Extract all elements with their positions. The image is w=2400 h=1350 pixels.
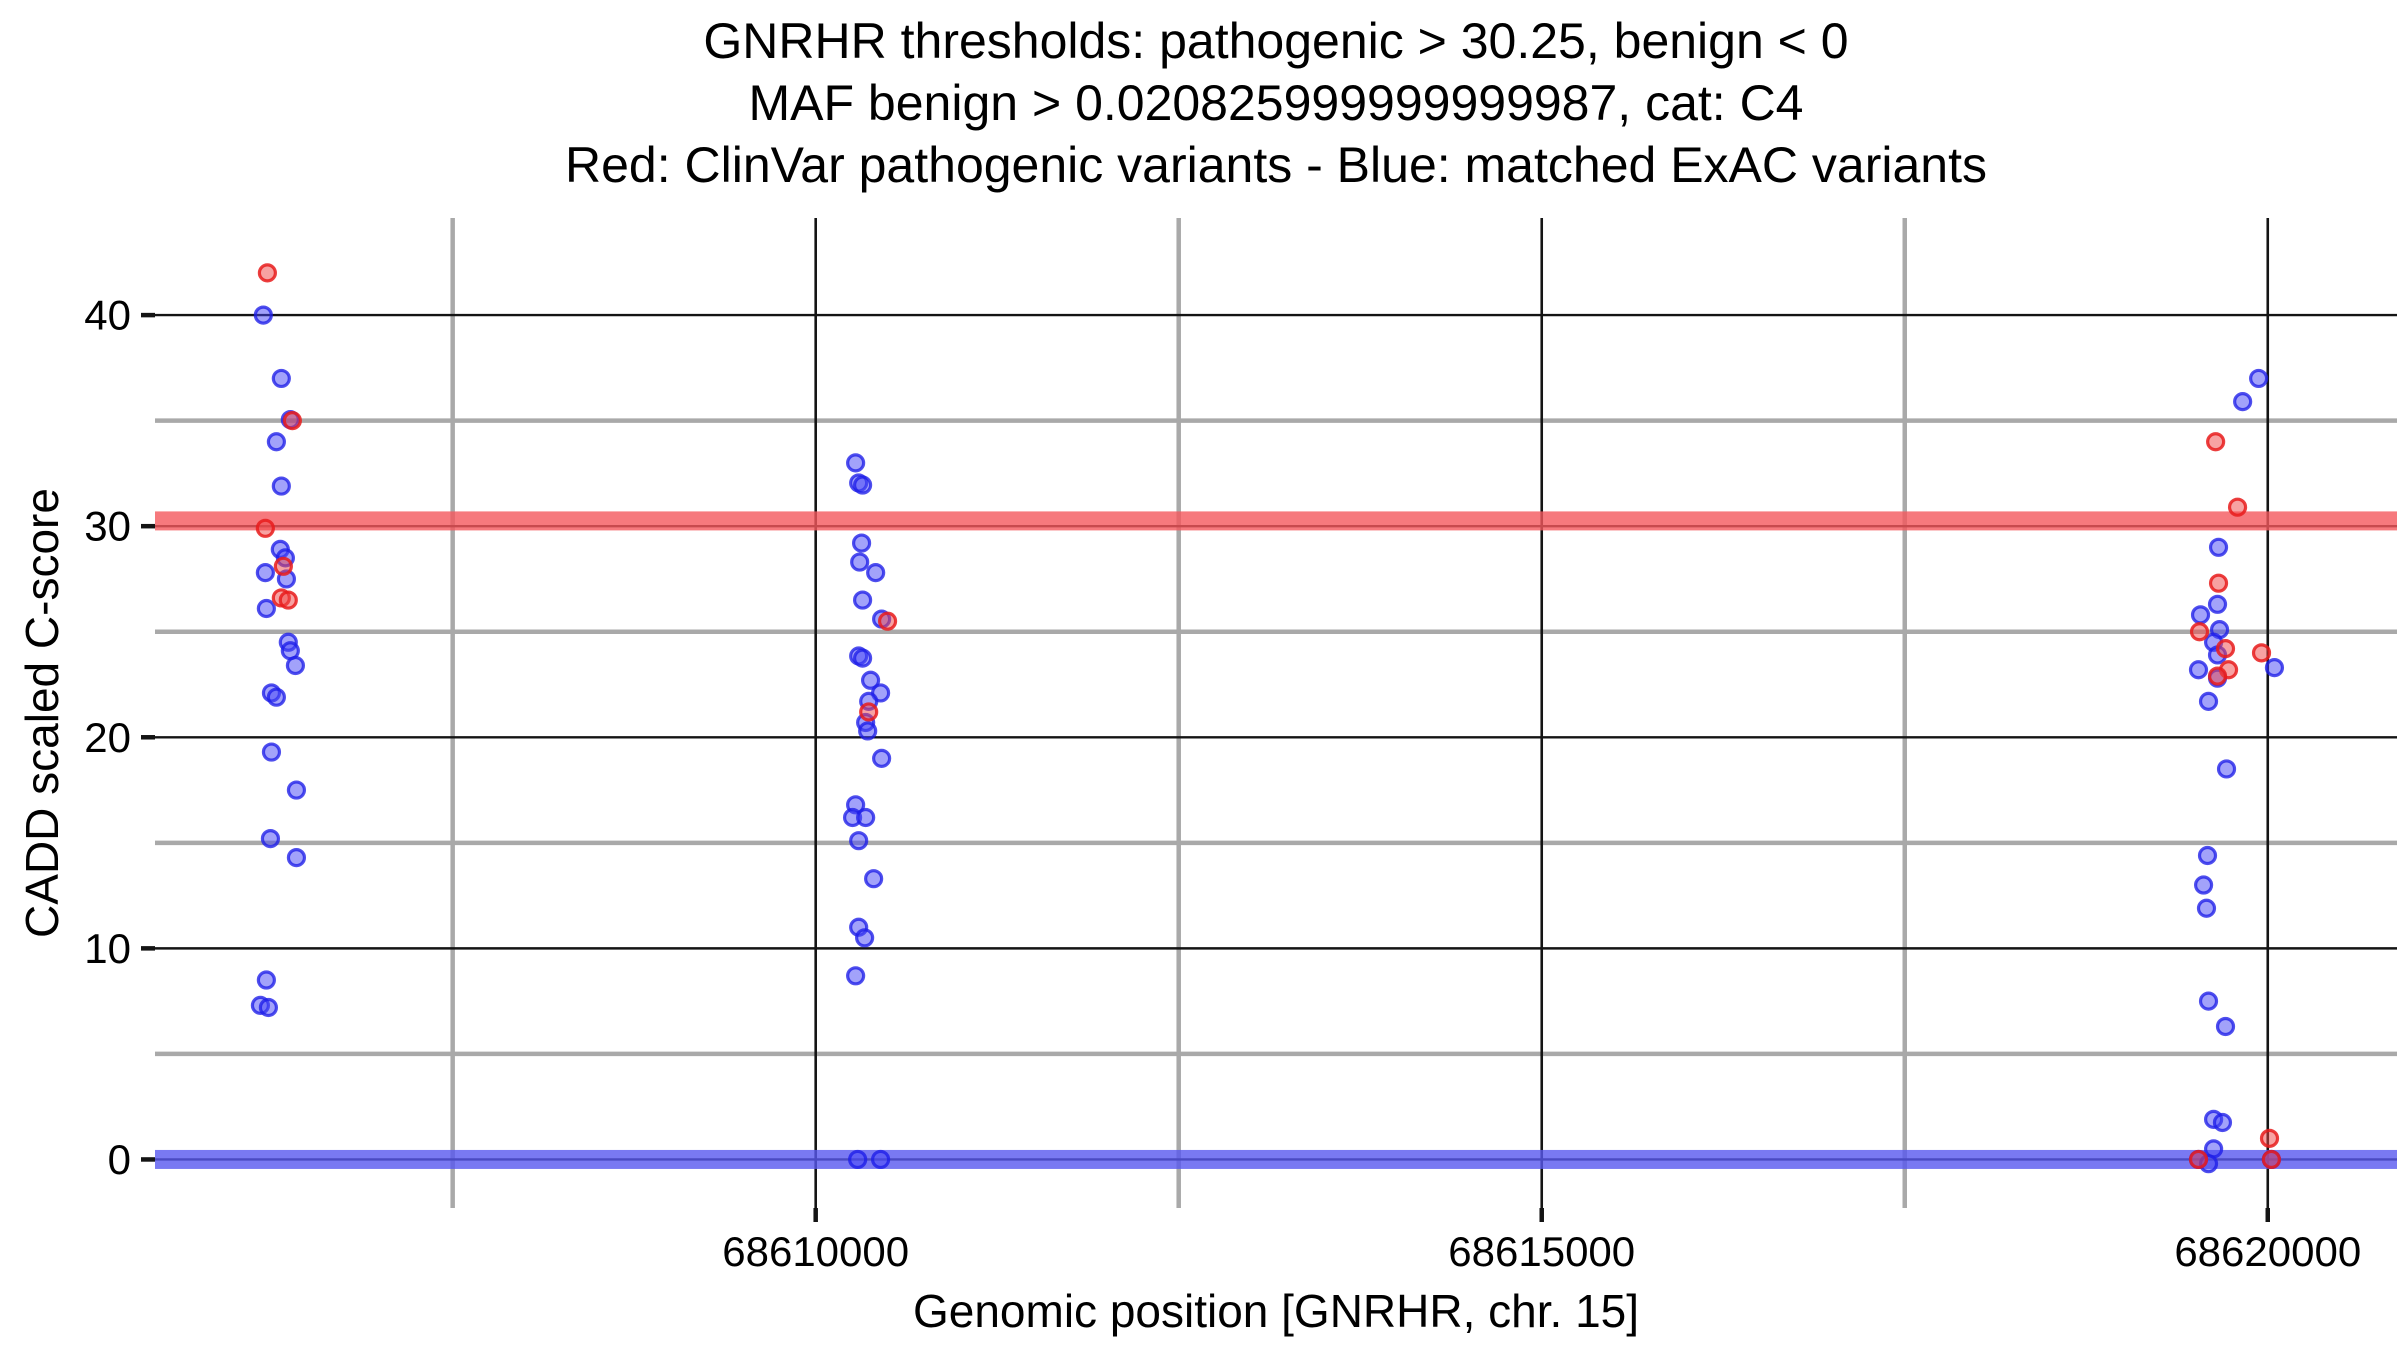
benign-threshold-band xyxy=(155,1149,2397,1169)
data-point-blue xyxy=(2190,605,2211,625)
x-tick-label: 68615000 xyxy=(1448,1228,1635,1275)
data-point-blue xyxy=(271,476,291,496)
data-point-blue xyxy=(266,687,286,707)
data-point-blue xyxy=(261,742,282,762)
chart-title-line-3: Red: ClinVar pathogenic variants - Blue:… xyxy=(565,137,1987,193)
data-point-blue xyxy=(851,533,872,553)
y-tick-label: 30 xyxy=(84,503,131,550)
data-point-blue xyxy=(856,807,876,828)
data-point-blue xyxy=(253,305,273,325)
data-point-blue xyxy=(850,552,870,572)
data-point-blue xyxy=(852,648,873,668)
y-tick-label: 10 xyxy=(84,925,131,972)
x-axis-title: Genomic position [GNRHR, chr. 15] xyxy=(912,1285,1640,1337)
data-point-blue xyxy=(286,780,307,800)
data-point-red xyxy=(2208,573,2229,593)
data-point-blue xyxy=(255,563,275,583)
data-point-blue xyxy=(271,368,291,389)
data-point-blue xyxy=(852,590,873,610)
y-axis-title: CADD scaled C-score xyxy=(16,488,68,938)
data-point-blue xyxy=(2212,1112,2233,1133)
data-point-blue xyxy=(285,655,306,676)
data-point-blue xyxy=(266,432,286,452)
x-tick-label: 68610000 xyxy=(722,1228,909,1275)
data-point-red xyxy=(2259,1128,2280,1148)
data-point-blue xyxy=(864,869,884,889)
y-tick-label: 40 xyxy=(84,292,131,339)
data-point-blue xyxy=(2233,392,2253,412)
data-point-blue xyxy=(2249,368,2269,389)
data-point-red xyxy=(282,411,302,431)
chart-title-line-1: GNRHR thresholds: pathogenic > 30.25, be… xyxy=(703,13,1849,69)
data-point-red xyxy=(2215,639,2236,659)
data-point-red xyxy=(278,590,298,610)
data-point-blue xyxy=(855,928,875,948)
data-point-red xyxy=(2207,666,2228,686)
data-point-blue xyxy=(260,828,281,849)
y-tick-label: 0 xyxy=(108,1136,131,1183)
data-point-blue xyxy=(2198,991,2219,1011)
data-point-blue xyxy=(256,598,276,619)
data-point-red xyxy=(859,702,879,722)
data-point-red xyxy=(2227,497,2248,517)
chart-title: GNRHR thresholds: pathogenic > 30.25, be… xyxy=(155,10,2397,196)
data-point-blue xyxy=(872,748,892,768)
data-point-blue xyxy=(258,997,279,1018)
data-point-red xyxy=(877,611,898,631)
data-point-blue xyxy=(2188,660,2209,680)
data-point-blue xyxy=(871,1149,891,1170)
data-point-blue xyxy=(858,721,878,741)
data-point-red xyxy=(255,518,275,538)
data-point-blue xyxy=(2215,1016,2236,1037)
y-tick-label: 20 xyxy=(84,714,131,761)
data-point-blue xyxy=(2208,537,2229,557)
data-point-blue xyxy=(2216,759,2237,779)
data-point-blue xyxy=(2264,658,2285,678)
data-point-blue xyxy=(848,1149,868,1170)
data-point-blue xyxy=(2197,845,2218,866)
data-point-red xyxy=(2261,1149,2281,1170)
data-point-blue xyxy=(849,831,869,851)
data-point-blue xyxy=(2193,875,2214,895)
data-point-blue xyxy=(852,475,873,495)
pathogenic-threshold-band xyxy=(155,511,2397,531)
chart-title-line-2: MAF benign > 0.020825999999999987, cat: … xyxy=(748,75,1804,131)
data-point-blue xyxy=(256,970,276,990)
data-point-red xyxy=(2189,622,2210,642)
data-point-blue xyxy=(860,670,881,690)
data-point-blue xyxy=(2207,594,2228,614)
data-point-red xyxy=(257,263,277,283)
data-point-blue xyxy=(286,847,307,868)
data-point-red xyxy=(2206,432,2226,452)
data-point-blue xyxy=(866,563,886,583)
data-point-blue xyxy=(2198,691,2219,711)
data-point-blue xyxy=(846,966,866,986)
data-point-red xyxy=(2251,643,2272,663)
data-point-red xyxy=(2188,1149,2209,1170)
data-point-blue xyxy=(2196,898,2217,918)
data-point-red xyxy=(273,556,293,576)
data-point-blue xyxy=(846,453,866,473)
x-tick-label: 68620000 xyxy=(2174,1228,2361,1275)
